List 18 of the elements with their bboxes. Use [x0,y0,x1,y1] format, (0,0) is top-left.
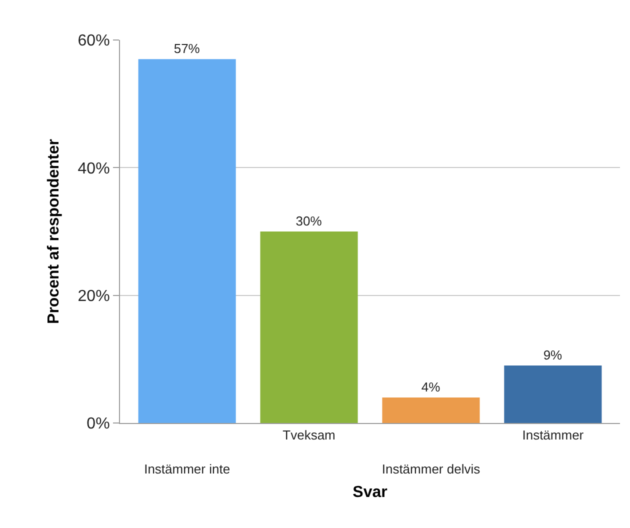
x-axis-title: Svar [352,484,388,502]
data-label: 9% [543,348,563,363]
x-tick-label: Tveksam [282,428,336,443]
bar [504,366,602,423]
y-tick-label: 20% [78,288,110,305]
y-tick-label: 60% [78,32,110,50]
bar [382,397,480,423]
x-tick-label: Instämmer inte [144,461,230,476]
y-tick-label: 40% [78,160,110,178]
y-axis-title: Procent af respondenter [46,139,63,324]
x-tick-label: Instämmer delvis [382,461,481,476]
bar [138,59,236,423]
bar [260,232,358,423]
data-label: 30% [296,214,322,228]
y-tick-label: 0% [86,416,110,433]
x-tick-label: Instämmer [522,428,584,443]
data-label: 4% [421,379,441,394]
data-label: 57% [174,41,200,56]
